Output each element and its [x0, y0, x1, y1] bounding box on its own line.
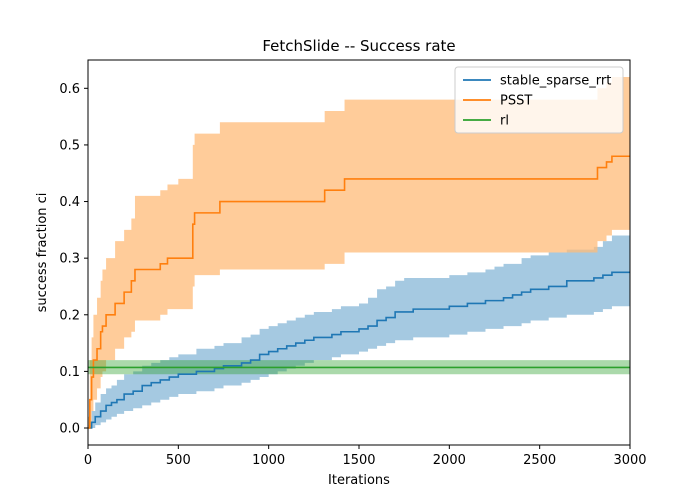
y-tick-label: 0.2	[59, 308, 80, 323]
x-tick-label: 0	[84, 453, 92, 468]
y-tick-label: 0.0	[59, 422, 80, 437]
y-tick-label: 0.3	[59, 252, 80, 267]
y-tick-label: 0.5	[59, 138, 80, 153]
legend-label: rl	[500, 114, 509, 129]
x-tick-label: 2000	[433, 453, 466, 468]
line-stable-sparse-rrt	[88, 271, 630, 429]
legend-label: PSST	[500, 94, 532, 109]
x-tick-label: 500	[166, 453, 191, 468]
x-tick-label: 3000	[613, 453, 646, 468]
x-tick-label: 1500	[342, 453, 375, 468]
x-axis-ticks: 0 500 1000 1500 2000 2500 3000	[84, 445, 647, 468]
y-tick-label: 0.4	[59, 195, 80, 210]
series-lines	[88, 155, 630, 429]
band-psst	[88, 76, 630, 429]
y-axis-ticks: 0.0 0.1 0.2 0.3 0.4 0.5 0.6	[59, 82, 88, 437]
x-tick-label: 1000	[252, 453, 285, 468]
y-tick-label: 0.1	[59, 365, 80, 380]
y-tick-label: 0.6	[59, 82, 80, 97]
chart-title: FetchSlide -- Success rate	[262, 37, 455, 55]
line-psst	[88, 155, 630, 429]
legend-box	[454, 66, 624, 134]
legend-label: stable_sparse_rrt	[500, 74, 611, 89]
x-tick-label: 2500	[523, 453, 556, 468]
x-axis-label: Iterations	[328, 473, 390, 488]
legend: stable_sparse_rrt PSST rl	[454, 66, 624, 134]
y-axis-label: success fraction ci	[35, 193, 50, 313]
